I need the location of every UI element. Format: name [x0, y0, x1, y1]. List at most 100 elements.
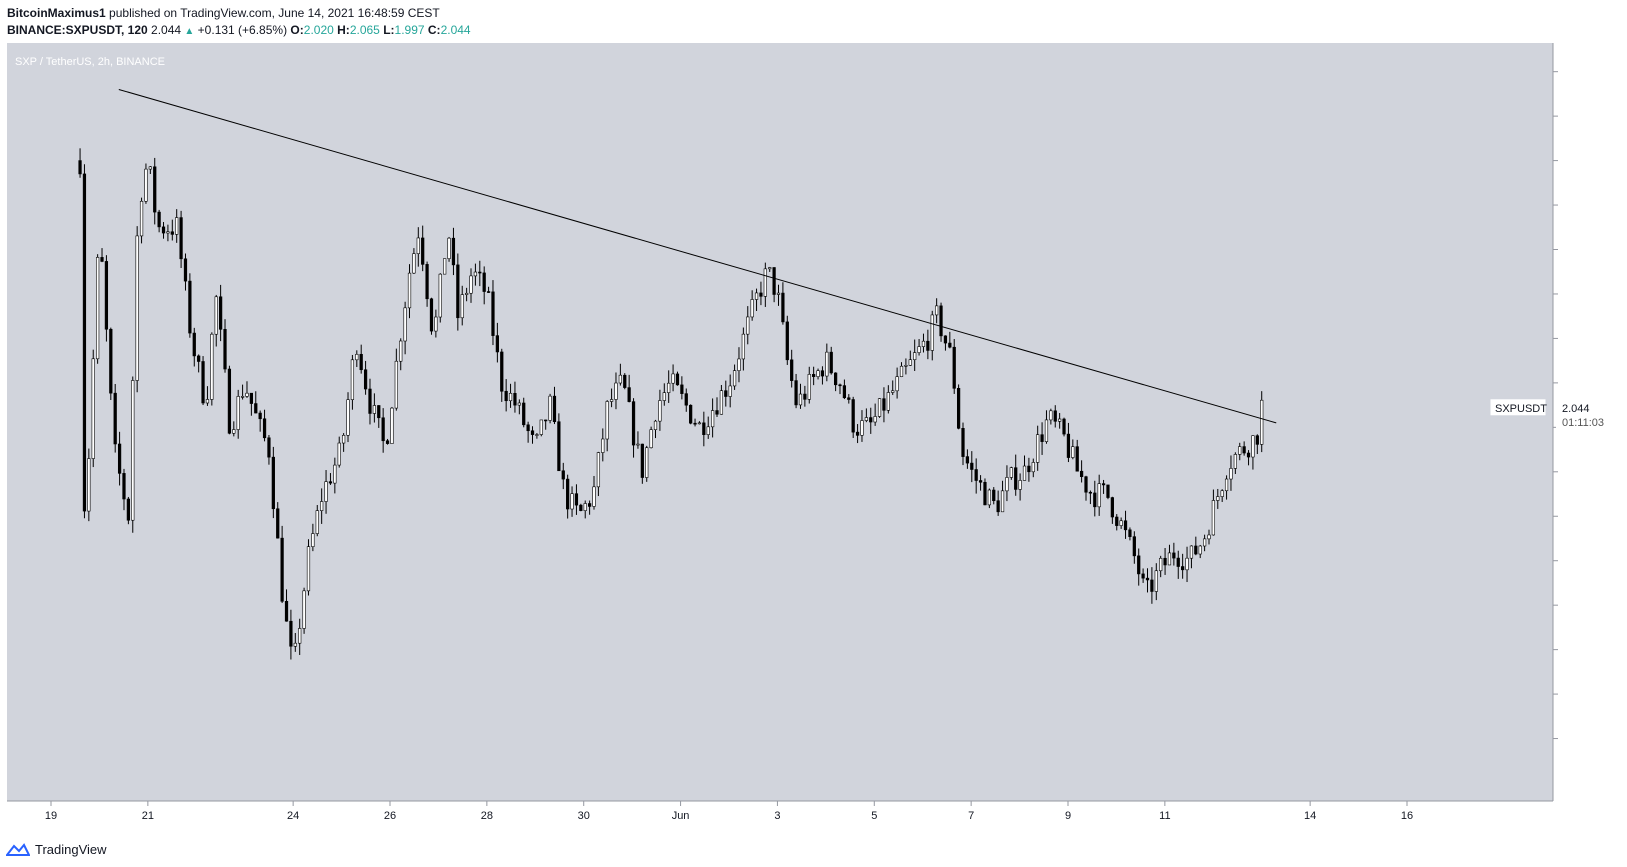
- candle-body: [407, 272, 412, 309]
- candle-body: [91, 358, 95, 459]
- candle-body: [342, 434, 346, 444]
- currency-label: USDT: [1572, 53, 1602, 65]
- candle-body: [276, 508, 280, 539]
- candle-body: [750, 299, 754, 318]
- candle-body: [324, 481, 328, 502]
- candle-body: [240, 396, 245, 398]
- candle-body: [478, 271, 482, 274]
- candle-body: [258, 412, 262, 420]
- candle-body: [1216, 496, 1220, 501]
- candle-body: [175, 217, 179, 235]
- y-tick-label: 2.100: [1562, 378, 1590, 390]
- candle-body: [1115, 516, 1119, 526]
- candle-body: [236, 396, 240, 430]
- candle-body: [741, 333, 745, 360]
- candle-body: [368, 388, 372, 414]
- candle-body: [1181, 566, 1185, 571]
- candle-body: [346, 399, 350, 436]
- candle-body: [706, 426, 710, 435]
- candle-body: [495, 335, 499, 353]
- candle-body: [561, 470, 565, 480]
- x-tick-label: 24: [287, 810, 299, 822]
- candle-body: [1053, 410, 1057, 422]
- x-tick-label: 16: [1401, 810, 1413, 822]
- candle-body: [293, 642, 297, 647]
- candle-body: [447, 237, 451, 259]
- candle-body: [728, 385, 732, 397]
- candle-body: [930, 314, 934, 351]
- y-tick-label: 1.300: [1562, 734, 1590, 746]
- candle-body: [855, 431, 860, 436]
- x-tick-label: 19: [45, 810, 57, 822]
- candle-body: [1084, 476, 1088, 493]
- candle-body: [552, 395, 557, 423]
- candle-body: [842, 385, 847, 399]
- candle-body: [965, 456, 970, 464]
- candle-body: [377, 405, 381, 419]
- candle-body: [544, 419, 548, 422]
- tradingview-footer[interactable]: TradingView: [6, 842, 107, 857]
- candle-body: [579, 504, 583, 511]
- candle-body: [1079, 470, 1084, 477]
- candle-body: [535, 434, 539, 436]
- candle-body: [667, 382, 671, 393]
- candle-body: [1207, 534, 1211, 540]
- candle-body: [864, 417, 868, 421]
- candle-body: [566, 478, 570, 510]
- candle-body: [210, 333, 214, 400]
- candle-body: [87, 458, 91, 512]
- candle-body: [1198, 545, 1202, 555]
- trendline[interactable]: [118, 88, 1277, 424]
- candle-body: [803, 393, 807, 400]
- symbol-tag-text: SXPUSDT: [1495, 403, 1547, 415]
- y-tick-label: 1.800: [1562, 511, 1590, 523]
- candle-body: [421, 237, 425, 265]
- symbol-line: BINANCE:SXPUSDT, 120: [7, 23, 148, 37]
- candle-body: [588, 503, 592, 507]
- high-value: 2.065: [349, 23, 380, 37]
- candle-body: [768, 267, 772, 270]
- candle-body: [1040, 434, 1044, 442]
- candle-body: [605, 401, 609, 440]
- candle-body: [302, 590, 306, 629]
- candle-body: [908, 359, 912, 366]
- candle-body: [1123, 520, 1128, 531]
- candle-body: [469, 275, 473, 294]
- candle-body: [456, 264, 460, 319]
- candle-body: [1066, 433, 1071, 458]
- x-tick-label: 9: [1065, 810, 1071, 822]
- candle-body: [1163, 557, 1167, 566]
- candle-body: [280, 537, 284, 602]
- candle-body: [284, 600, 289, 622]
- candle-body: [337, 442, 341, 466]
- candlestick-chart[interactable]: 2.800 2.700 2.600 2.500 2.400 2.300 2.200 2.100…: [0, 0, 1627, 842]
- trendline-group[interactable]: [118, 88, 1277, 424]
- candle-body: [1014, 467, 1018, 490]
- candle-body: [122, 473, 126, 500]
- candle-body: [1159, 557, 1163, 572]
- candle-body: [935, 305, 939, 316]
- candle-body: [798, 393, 803, 406]
- candle-body: [1101, 483, 1106, 486]
- candle-body: [645, 447, 649, 478]
- candle-body: [737, 358, 741, 371]
- author-name[interactable]: BitcoinMaximus1: [7, 6, 106, 20]
- candle-body: [135, 235, 139, 381]
- price-tag-box: [1556, 398, 1612, 429]
- candle-body: [394, 360, 398, 409]
- candle-body: [399, 340, 403, 362]
- candle-body: [144, 168, 148, 202]
- candle-body: [1224, 478, 1229, 492]
- x-tick-label: 28: [481, 810, 493, 822]
- candle-body: [759, 292, 763, 297]
- candle-body: [996, 500, 1000, 513]
- candle-body: [1132, 536, 1136, 557]
- candle-body: [877, 398, 882, 417]
- candle-body: [658, 400, 662, 422]
- candle-body: [956, 388, 961, 429]
- time-axis[interactable]: 19 21 24 26 28 30 Jun 3 5 7 9 11 14 16: [45, 801, 1413, 822]
- candle-body: [1119, 520, 1123, 526]
- y-tick-label: 2.500: [1562, 200, 1590, 212]
- candle-body: [609, 399, 614, 402]
- x-tick-label: 11: [1159, 810, 1170, 822]
